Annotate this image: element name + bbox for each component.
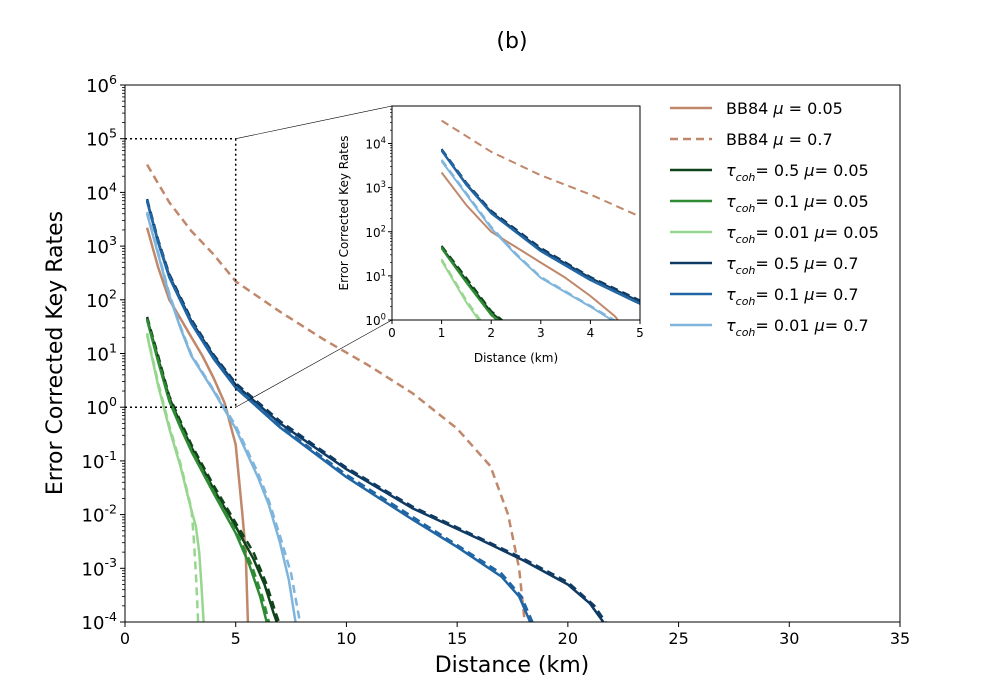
main-series-line-9 (145, 318, 271, 622)
legend-label: BB84 μ = 0.7 (726, 130, 833, 149)
chart-title: (b) (496, 29, 527, 54)
y-tick-label: 100 (86, 394, 117, 419)
inset-x-tick-label: 4 (587, 326, 595, 340)
legend-item: BB84 μ = 0.7 (670, 130, 833, 149)
inset-series-line-0 (440, 171, 619, 320)
legend-label: τcoh= 0.5 μ= 0.05 (726, 161, 869, 184)
legend-label: τcoh= 0.01 μ= 0.7 (726, 316, 869, 339)
inset-axes-frame (391, 105, 641, 321)
inset-x-tick-label: 1 (438, 326, 446, 340)
main-series-line-0 (145, 227, 250, 622)
x-tick-label: 20 (558, 629, 578, 648)
y-tick-label: 101 (86, 340, 117, 365)
inset-series-line-8 (440, 245, 504, 320)
inset-x-axis-label: Distance (km) (474, 351, 558, 365)
inset-y-tick-label: 100 (365, 312, 386, 328)
main-series-line-2 (145, 318, 278, 622)
legend-item: τcoh= 0.5 μ= 0.7 (670, 254, 859, 277)
main-x-axis: 0 5 10 15 20 25 30 35 (120, 622, 910, 648)
y-tick-label: 10-4 (82, 609, 117, 634)
legend-label: τcoh= 0.1 μ= 0.7 (726, 285, 859, 308)
legend-item: τcoh= 0.1 μ= 0.7 (670, 285, 859, 308)
inset-series-line-10 (440, 258, 482, 320)
y-tick-label: 106 (86, 72, 117, 97)
legend-label: τcoh= 0.5 μ= 0.7 (726, 254, 859, 277)
legend-label: τcoh= 0.1 μ= 0.05 (726, 192, 869, 215)
zoom-connector-top (235, 105, 393, 139)
y-tick-label: 10-2 (82, 502, 117, 527)
inset-x-tick-label: 2 (487, 326, 495, 340)
main-series-group (145, 163, 607, 622)
x-tick-label: 35 (890, 629, 910, 648)
inset-y-axis: 100 101 102 103 104 (365, 105, 392, 328)
y-tick-label: 10-1 (82, 448, 117, 473)
y-tick-label: 105 (86, 126, 117, 151)
main-plot-area: 0 5 10 15 20 25 30 35 10-410-310-210-1100101102… (43, 72, 910, 678)
inset-series-line-4 (440, 260, 481, 320)
inset-series-line-3 (440, 247, 499, 320)
legend-item: τcoh= 0.5 μ= 0.05 (670, 161, 869, 184)
x-axis-label: Distance (km) (435, 653, 590, 678)
x-tick-label: 5 (231, 629, 241, 648)
main-series-line-13 (145, 211, 302, 622)
zoom-connector-bottom (235, 319, 393, 408)
y-tick-label: 104 (86, 179, 117, 204)
main-series-line-10 (145, 332, 200, 622)
y-axis-label: Error Corrected Key Rates (43, 211, 68, 495)
x-tick-label: 30 (779, 629, 799, 648)
x-tick-label: 0 (120, 629, 130, 648)
legend-label: τcoh= 0.01 μ= 0.05 (726, 223, 879, 246)
main-series-line-11 (145, 198, 607, 622)
legend-item: τcoh= 0.01 μ= 0.7 (670, 316, 869, 339)
main-series-line-8 (145, 316, 281, 622)
inset-series-line-1 (441, 119, 640, 218)
y-tick-label: 10-3 (82, 555, 117, 580)
inset-plot: 0 1 2 3 4 5 100 101 102 103 104 Distance (km) Err… (337, 105, 644, 365)
inset-y-tick-label: 101 (365, 267, 386, 283)
inset-background (392, 106, 640, 320)
inset-x-tick-label: 3 (537, 326, 545, 340)
main-series-line-12 (145, 199, 534, 622)
legend-item: τcoh= 0.01 μ= 0.05 (670, 223, 879, 246)
x-tick-label: 10 (336, 629, 356, 648)
legend: BB84 μ = 0.05 BB84 μ = 0.7 τcoh= 0.5 μ= 0.… (670, 99, 879, 339)
inset-y-tick-label: 102 (365, 223, 386, 239)
inset-series-group (440, 119, 640, 320)
inset-y-axis-label: Error Corrected Key Rates (337, 135, 351, 290)
inset-x-tick-label: 0 (388, 326, 396, 340)
inset-y-tick-label: 104 (365, 135, 386, 151)
legend-item: τcoh= 0.1 μ= 0.05 (670, 192, 869, 215)
inset-x-tick-label: 5 (636, 326, 644, 340)
legend-item: BB84 μ = 0.05 (670, 99, 843, 118)
x-tick-label: 25 (668, 629, 688, 648)
inset-series-line-12 (440, 149, 640, 305)
main-y-axis: 10-4 10-3 10-2 10-1 100 101 102 103 104 105 106 (82, 72, 125, 634)
inset-y-tick-label: 103 (365, 179, 386, 195)
inset-x-axis: 0 1 2 3 4 5 (388, 320, 644, 340)
main-series-line-1 (146, 163, 526, 622)
inset-series-line-5 (440, 149, 640, 303)
zoom-region-indicator (125, 105, 393, 408)
x-tick-label: 15 (447, 629, 467, 648)
y-tick-label: 102 (86, 287, 117, 312)
inset-series-line-7 (440, 160, 614, 320)
y-tick-label: 103 (86, 233, 117, 258)
legend-label: BB84 μ = 0.05 (726, 99, 843, 118)
